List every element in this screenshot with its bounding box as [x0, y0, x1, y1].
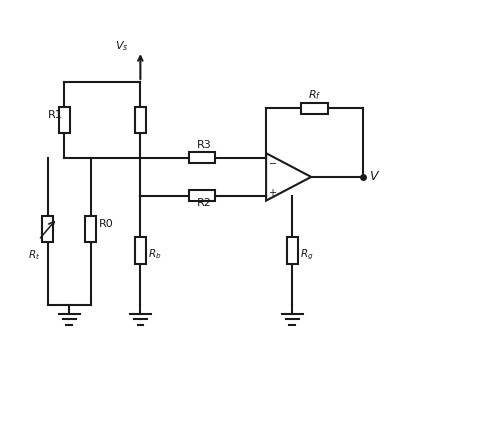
Bar [135, 237, 146, 264]
Text: $V_s$: $V_s$ [115, 39, 129, 53]
Bar [135, 107, 146, 133]
Bar [287, 237, 298, 264]
Bar [189, 153, 216, 163]
Bar [301, 103, 328, 113]
Bar [42, 216, 53, 242]
Text: $R_b$: $R_b$ [148, 248, 162, 261]
Text: $R_g$: $R_g$ [300, 248, 314, 262]
Text: R0: R0 [98, 219, 113, 229]
Bar [59, 107, 70, 133]
Text: R2: R2 [197, 198, 212, 208]
Bar [85, 216, 96, 242]
Text: $V$: $V$ [369, 170, 380, 184]
Text: R1: R1 [48, 110, 62, 119]
Text: $R_t$: $R_t$ [28, 249, 40, 262]
Text: R3: R3 [197, 140, 212, 150]
Bar [189, 190, 216, 201]
Text: $R_f$: $R_f$ [308, 89, 321, 102]
Text: $-$: $-$ [268, 157, 277, 167]
Text: $+$: $+$ [268, 187, 277, 198]
